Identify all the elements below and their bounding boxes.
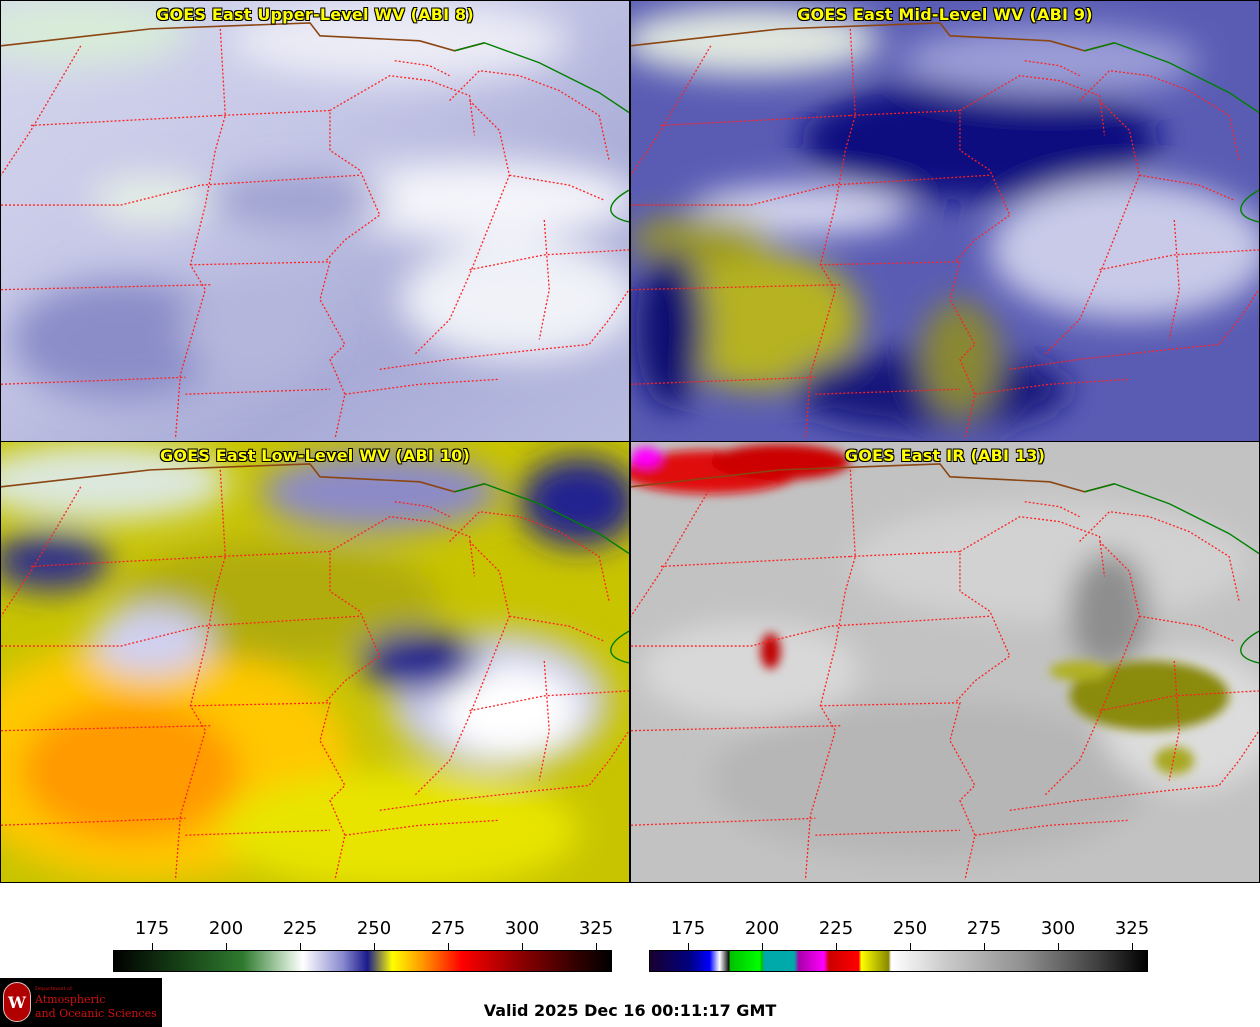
uw-seal-icon: W bbox=[3, 982, 31, 1022]
wv-tick-label: 225 bbox=[270, 918, 330, 950]
panel-mid-level-wv: GOES East Mid-Level WV (ABI 9) bbox=[630, 0, 1260, 442]
logo-line2: and Oceanic Sciences bbox=[35, 1007, 157, 1020]
panel-title: GOES East Low-Level WV (ABI 10) bbox=[159, 446, 470, 465]
low-level-wv-image bbox=[1, 442, 629, 882]
wv-tick-label: 200 bbox=[196, 918, 256, 950]
ir-tick-label: 325 bbox=[1102, 918, 1162, 950]
mid-level-wv-image bbox=[631, 1, 1259, 441]
wv-tick-label: 325 bbox=[566, 918, 626, 950]
panel-upper-level-wv: GOES East Upper-Level WV (ABI 8) bbox=[0, 0, 630, 442]
wv-tick-label: 250 bbox=[344, 918, 404, 950]
wv-tick-label: 275 bbox=[418, 918, 478, 950]
ir-tick-label: 200 bbox=[732, 918, 792, 950]
ir-tick-label: 275 bbox=[954, 918, 1014, 950]
panel-title: GOES East Upper-Level WV (ABI 8) bbox=[156, 5, 474, 24]
ir-image bbox=[631, 442, 1259, 882]
panel-ir: GOES East IR (ABI 13) bbox=[630, 441, 1260, 883]
logo-dept-text: Department of bbox=[35, 986, 72, 992]
wv-tick-label: 300 bbox=[492, 918, 552, 950]
ir-tick-label: 175 bbox=[658, 918, 718, 950]
panel-low-level-wv: GOES East Low-Level WV (ABI 10) bbox=[0, 441, 630, 883]
logo-line1: Atmospheric bbox=[35, 993, 106, 1006]
panel-title: GOES East Mid-Level WV (ABI 9) bbox=[797, 5, 1093, 24]
valid-time: Valid 2025 Dec 16 00:11:17 GMT bbox=[483, 1001, 777, 1020]
ir-tick-label: 300 bbox=[1028, 918, 1088, 950]
upper-level-wv-image bbox=[1, 1, 629, 441]
aos-logo: W Department of Atmospheric and Oceanic … bbox=[0, 978, 162, 1027]
wv-colorbar bbox=[113, 950, 612, 972]
ir-tick-label: 225 bbox=[806, 918, 866, 950]
wv-tick-label: 175 bbox=[122, 918, 182, 950]
panel-title: GOES East IR (ABI 13) bbox=[844, 446, 1046, 465]
ir-colorbar bbox=[649, 950, 1148, 972]
ir-tick-label: 250 bbox=[880, 918, 940, 950]
